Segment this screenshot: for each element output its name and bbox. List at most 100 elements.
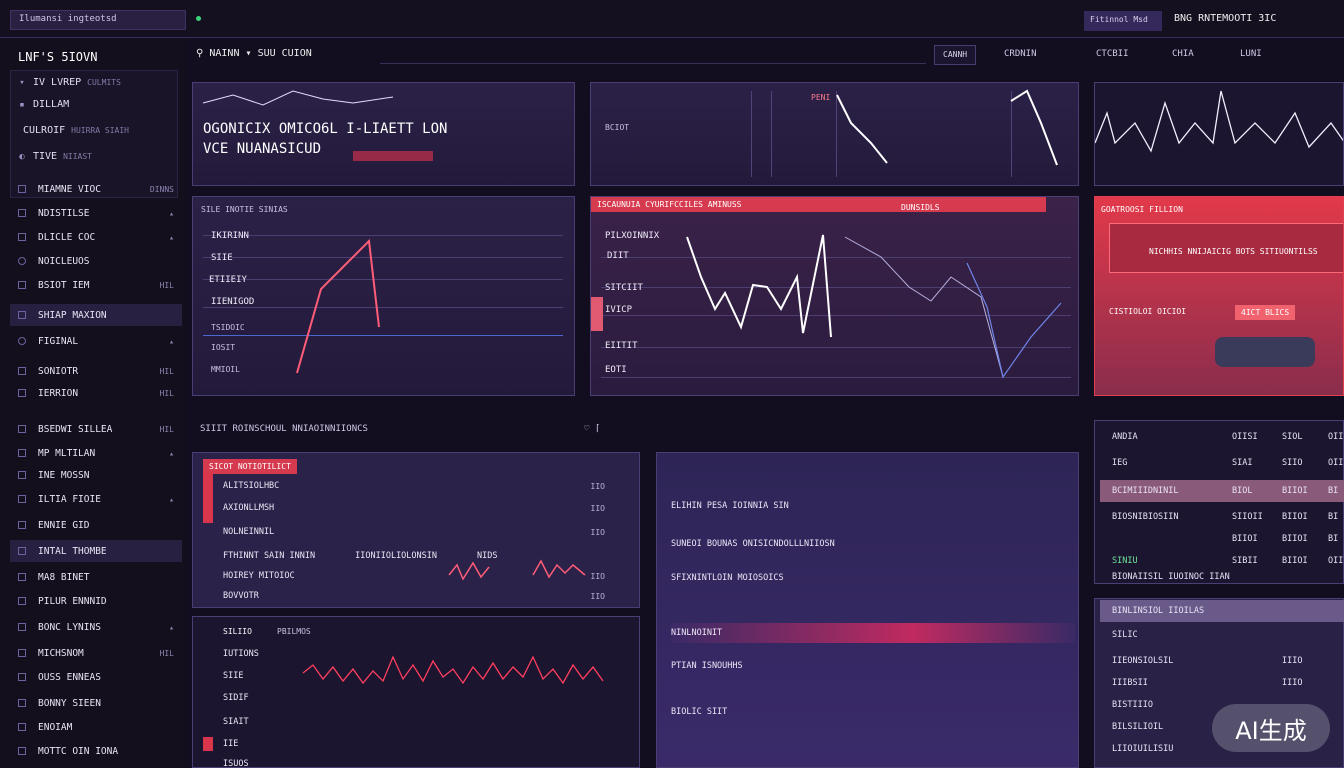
sidebar-item[interactable]: PILUR ENNNID xyxy=(10,590,182,612)
panel-badge[interactable]: DUNSIDLS xyxy=(901,203,940,212)
checkbox[interactable] xyxy=(18,649,26,657)
table-row[interactable]: IEG SIAI SIIO OII xyxy=(1100,452,1344,474)
axis-label: ETIIEIY xyxy=(209,275,247,285)
sidebar-item[interactable]: SHIAP MAXION xyxy=(10,304,182,326)
sidebar-item[interactable]: BONC LYNINS ▴ xyxy=(10,616,182,638)
sidebar-item[interactable]: MOTTC OIN IONA xyxy=(10,740,182,762)
list-item[interactable]: AXIONLLMSH IIO xyxy=(223,499,613,517)
table-row[interactable]: BIONAIISIL IUOINOC IIAN xyxy=(1100,566,1344,588)
list-item[interactable]: BOVVOTR IIO xyxy=(223,587,613,605)
table-row[interactable]: IIEONSIOLSIL IIIO xyxy=(1100,650,1344,672)
waveform-line xyxy=(302,655,604,685)
checkbox[interactable] xyxy=(18,185,26,193)
toolbar-tab[interactable]: CHIA xyxy=(1172,49,1194,59)
sidebar-item[interactable]: INE MOSSN xyxy=(10,464,182,486)
sidebar-item[interactable]: OUSS ENNEAS xyxy=(10,666,182,688)
list-item[interactable]: IIE xyxy=(223,735,623,753)
summary-row[interactable]: CULROIF HUIRRA SIAIH xyxy=(23,125,129,136)
sidebar-item[interactable]: MP MLTILAN ▴ xyxy=(10,442,182,464)
stream-row[interactable]: SFIXNINTLOIN MOIOSOICS xyxy=(671,569,1071,587)
stream-row[interactable]: ELIHIN PESA IOINNIA SIN xyxy=(671,497,1071,515)
table-row[interactable]: BIIOI BIIOI BI xyxy=(1100,528,1344,550)
table-row[interactable]: LIIOIUILISIU xyxy=(1100,738,1344,760)
stream-row[interactable]: PTIAN ISNOUHHS xyxy=(671,657,1071,675)
list-item[interactable]: NOLNEINNIL IIO xyxy=(223,523,613,541)
table-row[interactable]: ANDIA OIISI SIOL OII xyxy=(1100,426,1344,448)
checkbox[interactable] xyxy=(18,573,26,581)
summary-row[interactable]: ▪ DILLAM xyxy=(17,99,69,110)
radio[interactable] xyxy=(18,257,26,265)
table-cell: BILSILIOIL xyxy=(1112,722,1164,732)
sidebar-item[interactable]: INTAL THOMBE xyxy=(10,540,182,562)
summary-row[interactable]: ▾ IV LVREP CULMITS xyxy=(17,77,121,88)
table-row[interactable]: BIOSNIBIOSIIN SIIOII BIIOI BI xyxy=(1100,506,1344,528)
summary-row[interactable]: ◐ TIVE NIIAST xyxy=(17,151,92,162)
list-item[interactable]: SIDIF xyxy=(223,689,623,707)
sidebar-item[interactable]: ILTIA FIOIE ▴ xyxy=(10,488,182,510)
checkbox[interactable] xyxy=(18,311,26,319)
checkbox[interactable] xyxy=(18,425,26,433)
table-row[interactable]: BINLINSIOL IIOILAS xyxy=(1100,600,1344,622)
checkbox[interactable] xyxy=(18,281,26,289)
list-item[interactable]: ALITSIOLHBC IIO xyxy=(223,477,613,495)
checkbox[interactable] xyxy=(18,233,26,241)
radio[interactable] xyxy=(18,337,26,345)
sidebar-item[interactable]: NDISTILSE ▴ xyxy=(10,202,182,224)
checkbox[interactable] xyxy=(18,389,26,397)
sidebar-item[interactable]: DLICLE COC ▴ xyxy=(10,226,182,248)
checkbox[interactable] xyxy=(18,471,26,479)
list-item[interactable]: ISUOS xyxy=(223,755,623,767)
list-item[interactable]: IUTIONS xyxy=(223,645,623,663)
table-row[interactable]: SILIC xyxy=(1100,624,1344,646)
table-cell: BIIOI xyxy=(1282,534,1308,544)
checkbox[interactable] xyxy=(18,623,26,631)
sidebar-item[interactable]: BSEDWI SILLEA HIL xyxy=(10,418,182,440)
checkbox[interactable] xyxy=(18,747,26,755)
list-item[interactable]: HOIREY MITOIOC IIO xyxy=(223,567,613,585)
toolbar-button[interactable]: CANNH xyxy=(934,45,977,65)
checkbox[interactable] xyxy=(18,723,26,731)
checkbox[interactable] xyxy=(18,367,26,375)
sidebar-item[interactable]: FIGINAL ▴ xyxy=(10,330,182,352)
checkbox[interactable] xyxy=(18,449,26,457)
checkbox[interactable] xyxy=(18,209,26,217)
stream-row[interactable]: SUNEOI BOUNAS ONISICNDOLLLNIIOSN xyxy=(671,535,1071,553)
stream-row[interactable]: BIOLIC SIIT xyxy=(671,703,1071,721)
list-item[interactable]: FTHINNT SAIN INNIN IIONIIOLIOLONSIN NIDS xyxy=(223,547,613,565)
section-icons[interactable]: ♡ ⌈ xyxy=(584,424,601,434)
stream-row[interactable]: NINLNOINIT xyxy=(671,624,1071,642)
table-row[interactable]: IIIBSII IIIO xyxy=(1100,672,1344,694)
table-row[interactable]: BISTIIIO xyxy=(1100,694,1344,716)
sidebar-item-label: ENOIAM xyxy=(38,721,73,733)
checkbox[interactable] xyxy=(18,495,26,503)
sidebar-item[interactable]: MA8 BINET xyxy=(10,566,182,588)
checkbox[interactable] xyxy=(18,521,26,529)
list-item[interactable]: SIAIT xyxy=(223,713,623,731)
sidebar-item[interactable]: MICHSNOM HIL xyxy=(10,642,182,664)
toolbar-dropdown[interactable]: CRDNIN xyxy=(1004,49,1037,59)
sidebar-item[interactable]: IERRION HIL xyxy=(10,382,182,404)
toolbar-tab[interactable]: LUNI xyxy=(1240,49,1262,59)
sidebar-item[interactable]: MIAMNE VIOC DINNS xyxy=(10,178,182,200)
checkbox[interactable] xyxy=(18,597,26,605)
alert-button[interactable]: 4ICT BLICS xyxy=(1235,305,1296,320)
filter-icon[interactable]: ⚲ xyxy=(196,48,204,59)
chevron-down-icon[interactable]: ▾ xyxy=(245,48,252,59)
marker-bar xyxy=(203,737,213,751)
top-right-button[interactable]: Fitinnol Msd xyxy=(1084,11,1162,31)
table-row[interactable]: BCIMIIIDNINIL BIOL BIIOI BI xyxy=(1100,480,1344,502)
checkbox[interactable] xyxy=(18,547,26,555)
sidebar-item[interactable]: BSIOT IEM HIL xyxy=(10,274,182,296)
sidebar-item[interactable]: SONIOTR HIL xyxy=(10,360,182,382)
table-row[interactable]: BILSILIOIL xyxy=(1100,716,1344,738)
checkbox[interactable] xyxy=(18,699,26,707)
list-item[interactable]: SIIE xyxy=(223,667,623,685)
grid-line xyxy=(601,377,1071,378)
sidebar-item[interactable]: ENNIE GID xyxy=(10,514,182,536)
checkbox[interactable] xyxy=(18,673,26,681)
table-row[interactable]: SINIU SIBII BIIOI OII xyxy=(1100,550,1344,572)
toolbar-tab[interactable]: CTCBII xyxy=(1096,49,1129,59)
sidebar-item[interactable]: ENOIAM xyxy=(10,716,182,738)
sidebar-item[interactable]: BONNY SIEEN xyxy=(10,692,182,714)
sidebar-item[interactable]: NOICLEUOS xyxy=(10,250,182,272)
